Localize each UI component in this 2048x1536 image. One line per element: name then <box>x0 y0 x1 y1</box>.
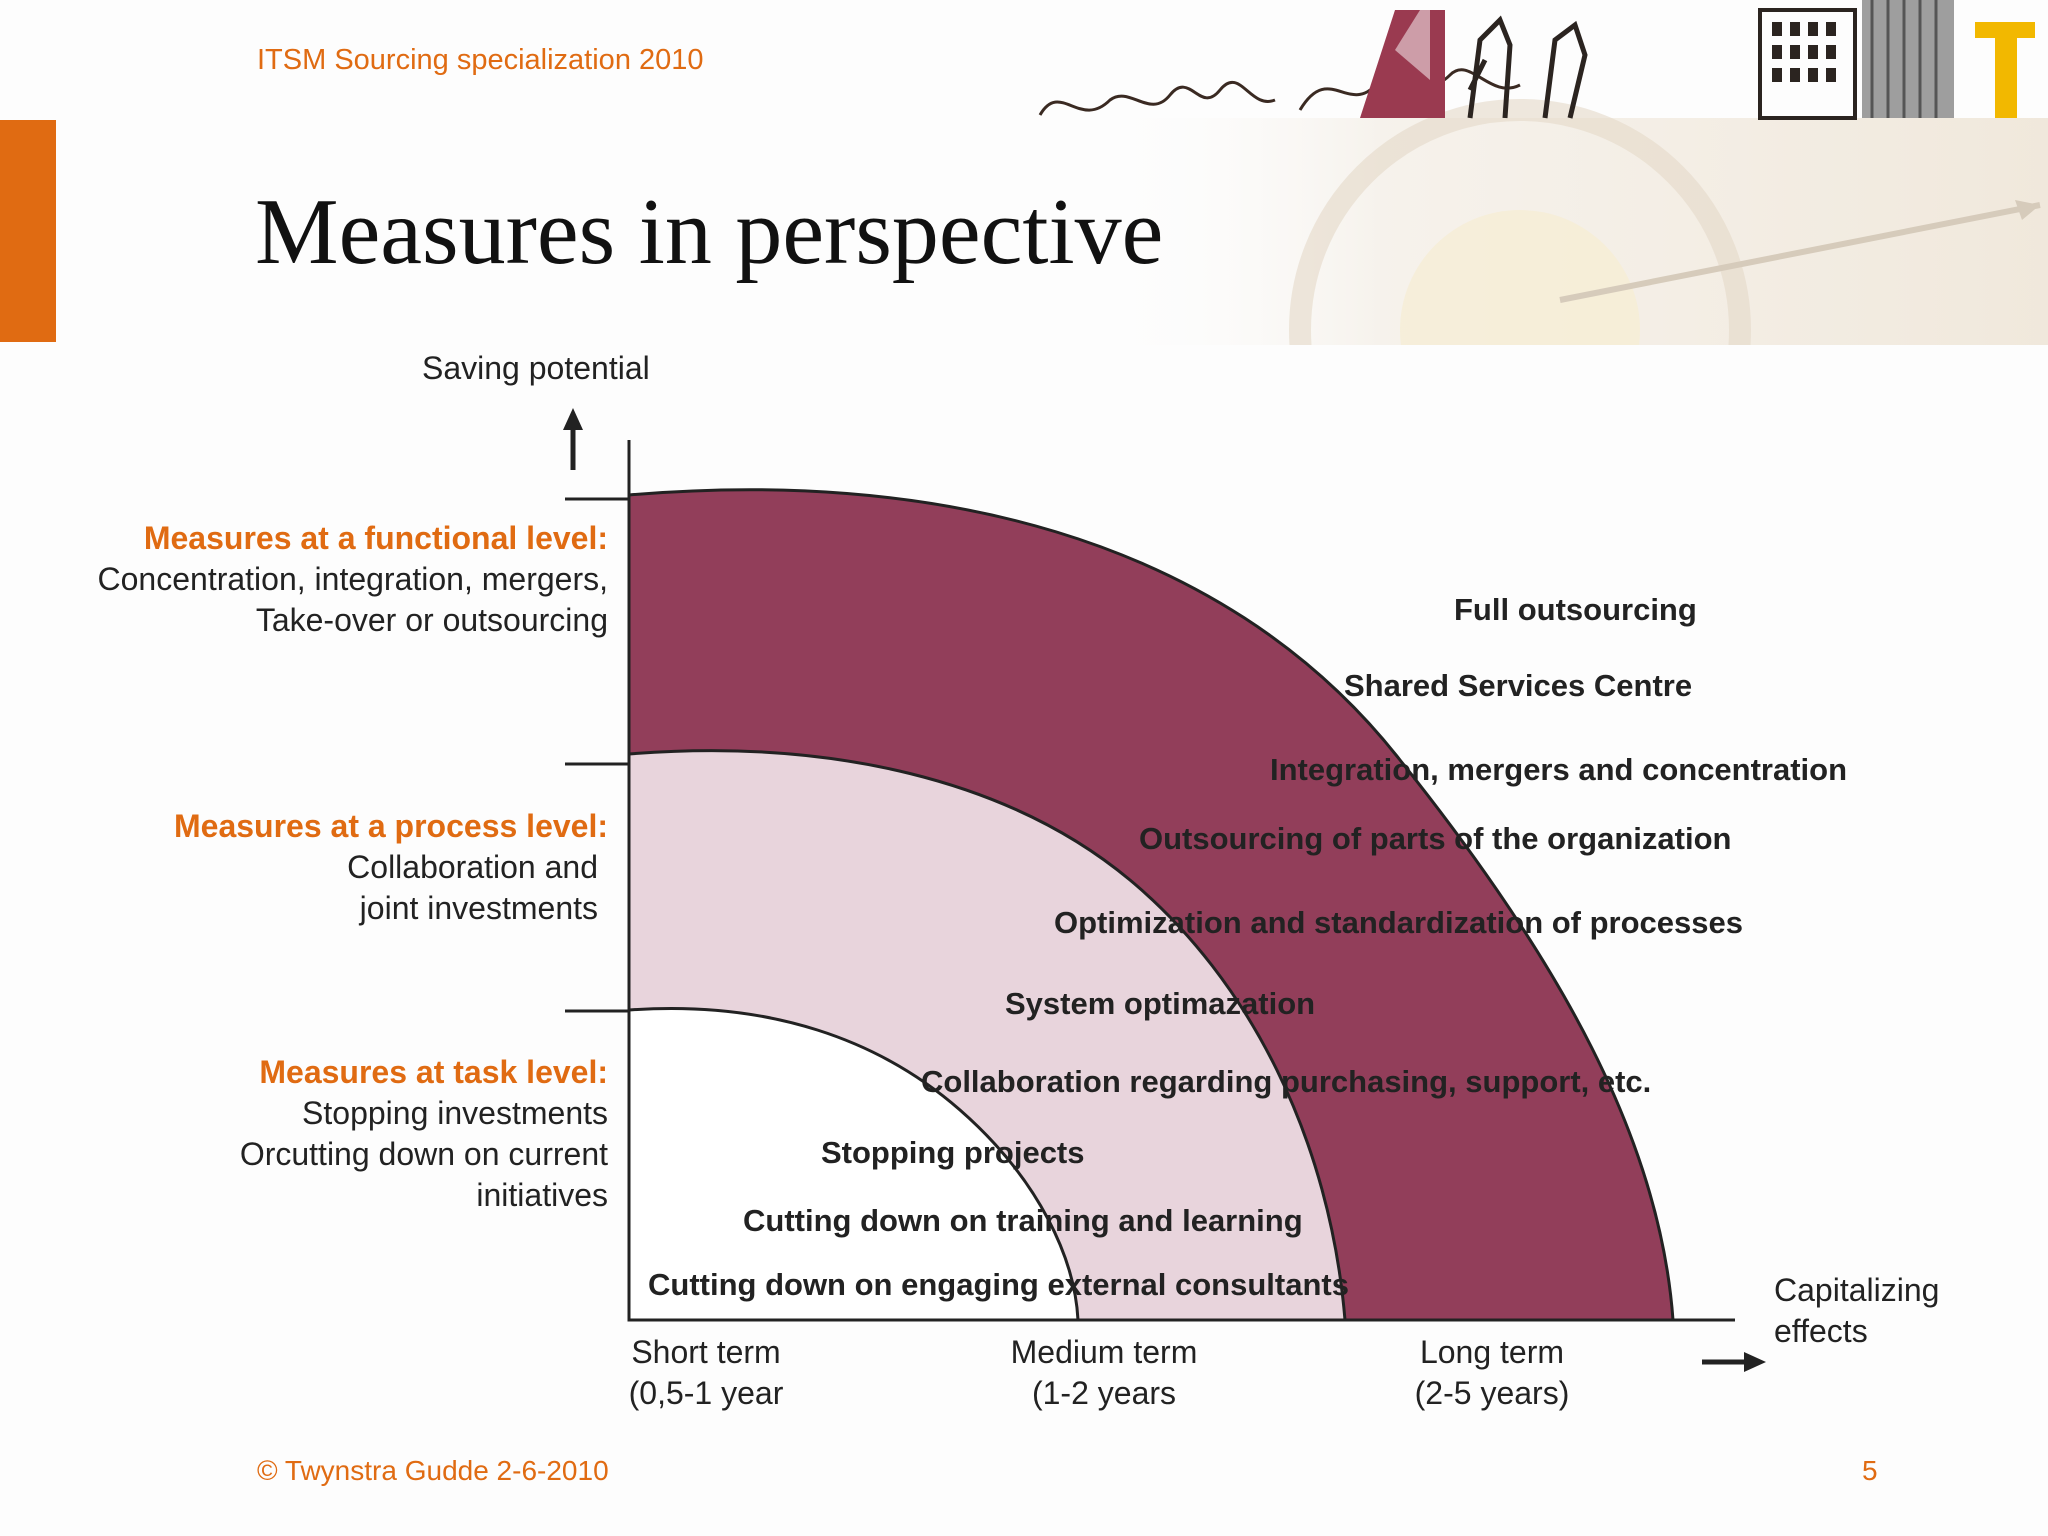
level-functional: Measures at a functional level: Concentr… <box>98 518 608 641</box>
measure-cutting-consultants: Cutting down on engaging external consul… <box>648 1267 1349 1302</box>
measure-outsourcing-parts: Outsourcing of parts of the organization <box>1139 821 1732 856</box>
term-short: Short term (0,5-1 year <box>606 1332 806 1414</box>
term-medium-range: (1-2 years <box>1031 1375 1177 1411</box>
x-arrowhead <box>1744 1352 1766 1372</box>
measure-integration: Integration, mergers and concentration <box>1270 752 1848 787</box>
page-title: Measures in perspective <box>255 180 1164 284</box>
measure-cutting-training: Cutting down on training and learning <box>743 1203 1303 1238</box>
term-medium-name: Medium term <box>1010 1334 1198 1370</box>
measure-collaboration: Collaboration regarding purchasing, supp… <box>921 1064 1652 1099</box>
header-illustration <box>1038 0 2048 345</box>
level-process-line2: joint investments <box>359 890 598 926</box>
inner-band <box>627 1006 1080 1322</box>
term-short-range: (0,5-1 year <box>628 1375 784 1411</box>
term-long: Long term (2-5 years) <box>1392 1332 1592 1414</box>
level-functional-line2: Take-over or outsourcing <box>255 602 608 638</box>
level-task-line2: Orcutting down on current <box>239 1136 608 1172</box>
y-axis-label: Saving potential <box>422 350 650 386</box>
term-short-name: Short term <box>631 1334 781 1370</box>
measure-system-optimization: System optimazation <box>1005 986 1316 1021</box>
measure-stopping-projects: Stopping projects <box>821 1135 1085 1170</box>
level-process: Measures at a process level: Collaborati… <box>174 806 608 929</box>
copyright-footer: © Twynstra Gudde 2-6-2010 <box>257 1455 609 1486</box>
level-task: Measures at task level: Stopping investm… <box>240 1052 608 1216</box>
level-task-heading: Measures at task level: <box>259 1054 608 1090</box>
course-header: ITSM Sourcing specialization 2010 <box>257 44 704 76</box>
level-task-line3: initiatives <box>476 1177 608 1213</box>
measure-optimization: Optimization and standardization of proc… <box>1054 905 1743 940</box>
level-functional-heading: Measures at a functional level: <box>143 520 608 556</box>
measure-shared-services: Shared Services Centre <box>1344 668 1693 703</box>
term-long-range: (2-5 years) <box>1414 1375 1570 1411</box>
accent-bar <box>0 120 56 342</box>
page-number: 5 <box>1862 1455 1878 1486</box>
measure-full-outsourcing: Full outsourcing <box>1454 592 1697 627</box>
y-arrowhead <box>563 408 583 430</box>
x-axis-label: Capitalizing effects <box>1774 1272 1940 1349</box>
level-functional-line1: Concentration, integration, mergers, <box>97 561 608 597</box>
term-long-name: Long term <box>1419 1334 1565 1370</box>
level-task-line1: Stopping investments <box>302 1095 608 1131</box>
level-process-line1: Collaboration and <box>347 849 598 885</box>
term-medium: Medium term (1-2 years <box>1004 1332 1204 1414</box>
level-process-heading: Measures at a process level: <box>173 808 608 844</box>
